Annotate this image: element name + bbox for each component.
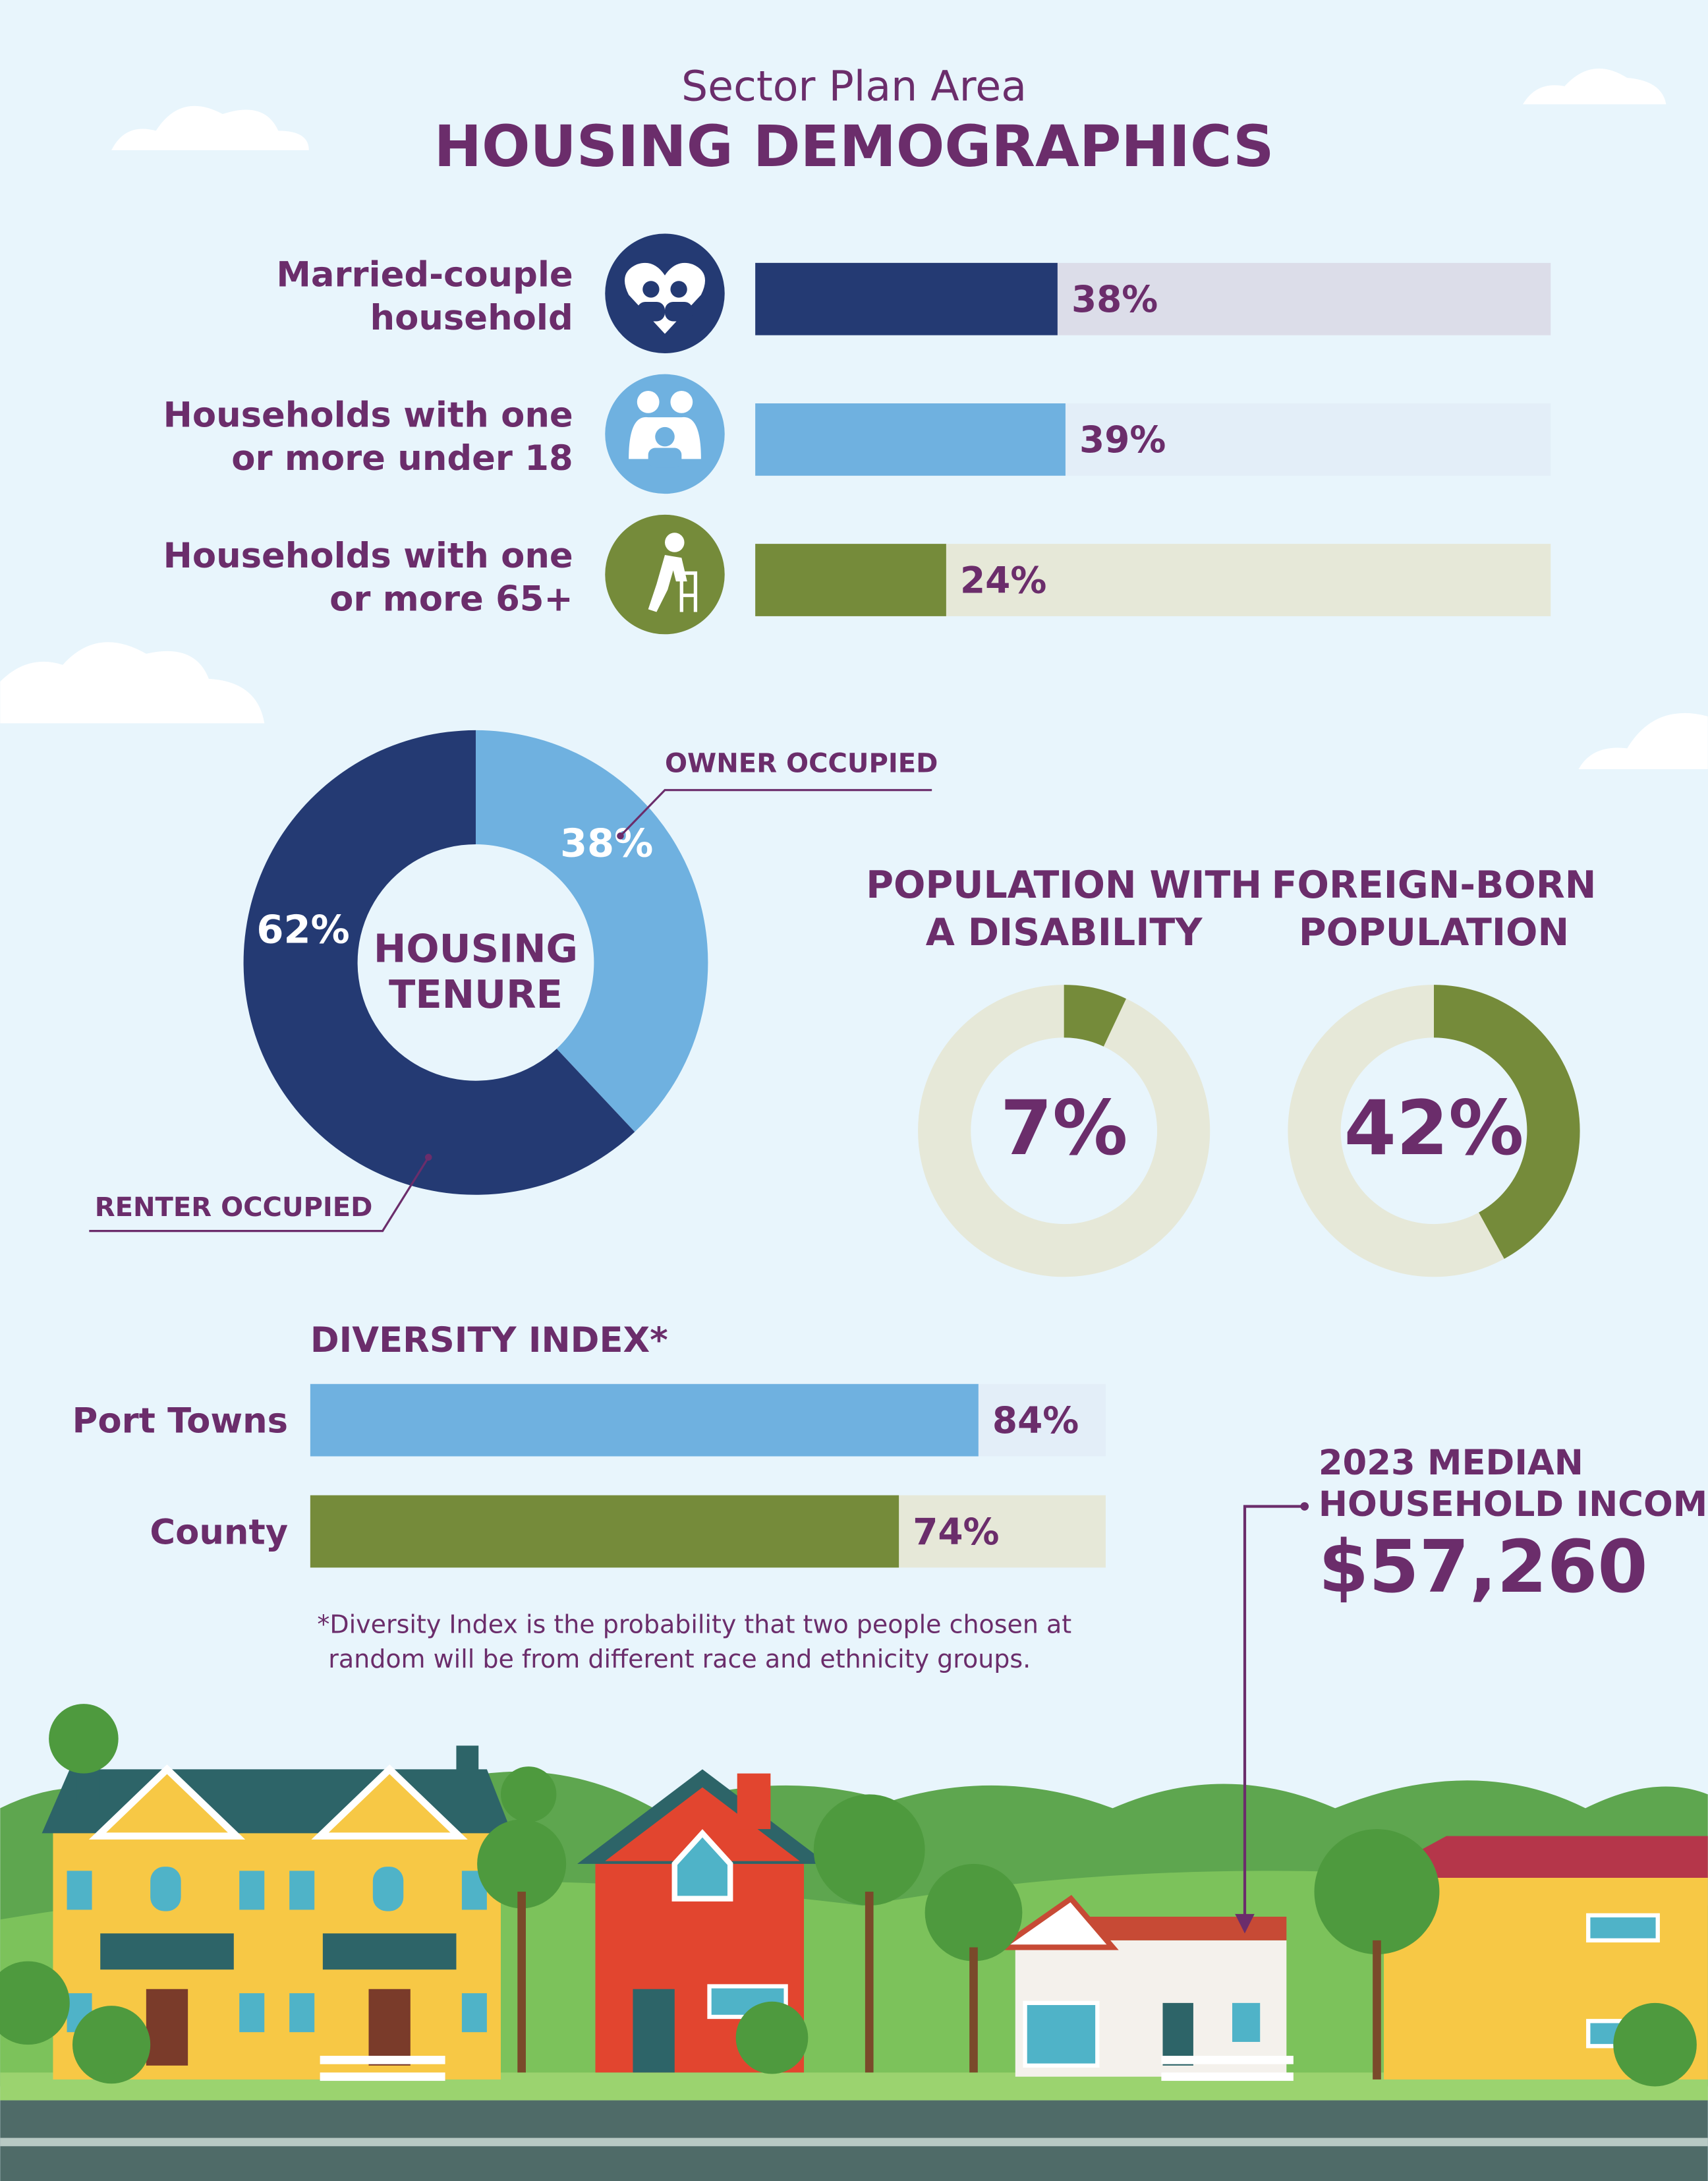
subtitle: Sector Plan Area [681, 62, 1027, 111]
leader-line [619, 789, 932, 837]
cloud [0, 642, 265, 724]
cloud [1523, 68, 1666, 105]
center-label: HOUSING [374, 926, 578, 972]
gauge-fill [1434, 985, 1580, 1259]
bar [755, 262, 1058, 335]
title: HOUSING DEMOGRAPHICS [434, 114, 1274, 180]
landscape [0, 1704, 1708, 2181]
bar [755, 403, 1066, 476]
category-label: Households with one [163, 395, 573, 436]
category-label: or more 65+ [329, 579, 573, 619]
footnote: random will be from different race and e… [328, 1644, 1031, 1673]
clouds [0, 68, 1708, 770]
income-value: $57,260 [1319, 1525, 1648, 1609]
category-label: Port Towns [72, 1401, 288, 1441]
icon-children [605, 374, 725, 494]
income-pointer [1243, 1505, 1305, 1917]
category-label: RENTER OCCUPIED [95, 1192, 373, 1223]
donut-segment [243, 730, 635, 1195]
category-label: household [370, 298, 573, 338]
center-label: TENURE [389, 972, 563, 1017]
income-arrowhead [1235, 1913, 1255, 1934]
chart-title: POPULATION [1299, 911, 1569, 954]
icon-senior [605, 514, 725, 635]
value-label: 42% [1344, 1084, 1524, 1172]
value-label: 38% [1071, 278, 1158, 320]
chart-title: FOREIGN-BORN [1272, 863, 1597, 907]
cloud [1578, 712, 1708, 770]
category-label: Married-couple [276, 255, 573, 295]
chart-title: A DISABILITY [926, 911, 1203, 954]
bar [755, 544, 946, 616]
category-label: OWNER OCCUPIED [665, 749, 938, 779]
bar [310, 1495, 899, 1568]
value-label: 24% [960, 559, 1046, 601]
value-label: 74% [913, 1511, 999, 1553]
icon-married [605, 233, 725, 354]
income-label: 2023 MEDIAN [1319, 1443, 1583, 1483]
category-label: County [150, 1512, 288, 1552]
bar [310, 1383, 979, 1457]
value-label: 7% [1000, 1084, 1127, 1172]
leader-line [89, 1156, 430, 1233]
income-dot [1300, 1502, 1309, 1511]
leader-dot [617, 832, 624, 840]
income-label: HOUSEHOLD INCOME [1319, 1484, 1708, 1525]
gauge-fill [1064, 985, 1127, 1047]
chart-title: DIVERSITY INDEX* [310, 1320, 668, 1360]
category-label: or more under 18 [231, 438, 573, 479]
category-label: Households with one [163, 536, 573, 576]
leader-dot [424, 1153, 432, 1161]
value-label: 62% [256, 907, 349, 952]
value-label: 38% [560, 821, 653, 866]
footnote: *Diversity Index is the probability that… [317, 1610, 1071, 1639]
chart-title: POPULATION WITH [866, 863, 1262, 907]
value-label: 39% [1079, 419, 1166, 461]
cloud [111, 105, 309, 150]
donut-segment [475, 730, 708, 1132]
value-label: 84% [992, 1399, 1079, 1441]
